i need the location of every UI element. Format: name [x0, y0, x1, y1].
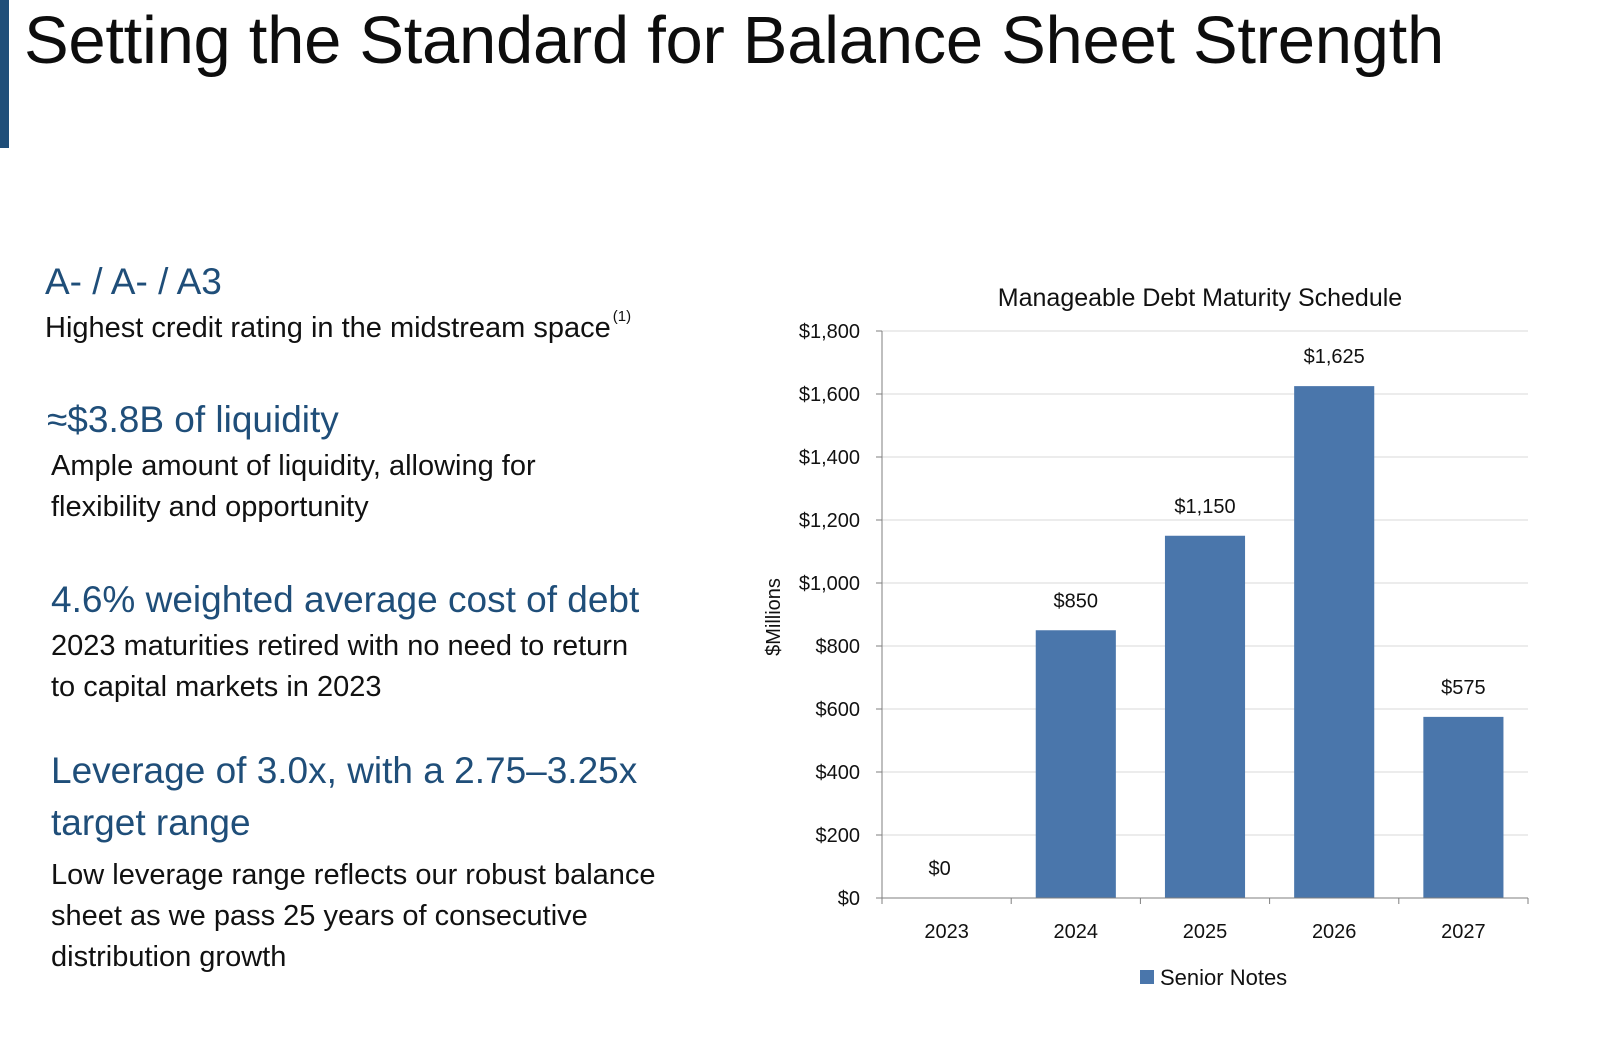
- axes: $0 $200 $400 $600 $800 $1,000 $1,200 $1,400 $1,6…: [799, 321, 1529, 943]
- legend-label: Senior Notes: [1160, 965, 1287, 990]
- highlight-text-line: Ample amount of liquidity, allowing for: [51, 450, 536, 482]
- chart-title: Manageable Debt Maturity Schedule: [998, 284, 1402, 312]
- highlight-text: 2023 maturities retired with no need to …: [51, 626, 639, 708]
- highlight-text-line: flexibility and opportunity: [51, 491, 369, 523]
- y-tick-label: $1,400: [799, 447, 860, 469]
- x-tick-label: 2023: [924, 921, 969, 943]
- bar-2024: [1035, 630, 1116, 898]
- data-label-2026: $1,625: [1304, 346, 1365, 368]
- data-label-2023: $0: [928, 858, 950, 880]
- y-tick-label: $1,200: [799, 510, 860, 532]
- x-tick-label: 2024: [1054, 921, 1099, 943]
- highlight-text-line: 2023 maturities retired with no need to …: [51, 630, 629, 662]
- x-tick-label: 2025: [1183, 921, 1228, 943]
- bar-2026: [1294, 386, 1375, 898]
- highlight-text: Highest credit rating in the midstream s…: [45, 308, 631, 353]
- highlight-text-line: distribution growth: [51, 941, 287, 973]
- highlight-heading: 4.6% weighted average cost of debt: [51, 579, 640, 620]
- x-tick-label: 2026: [1312, 921, 1357, 943]
- data-label-2025: $1,150: [1174, 496, 1235, 518]
- bar-2027: [1423, 716, 1504, 898]
- y-tick-label: $1,600: [799, 384, 860, 406]
- highlight-text-line: sheet as we pass 25 years of consecutive: [51, 900, 588, 932]
- highlight-cost-of-debt: 4.6% weighted average cost of debt 2023 …: [51, 574, 639, 708]
- highlight-text-line: to capital markets in 2023: [51, 671, 382, 703]
- data-label-2027: $575: [1441, 677, 1486, 699]
- highlight-text: Low leverage range reflects our robust b…: [51, 855, 656, 978]
- highlight-text-main: Highest credit rating in the midstream s…: [45, 312, 611, 344]
- highlight-heading-line: Leverage of 3.0x, with a 2.75–3.25x: [51, 750, 638, 791]
- bars: [1035, 386, 1504, 898]
- x-tick-label: 2027: [1441, 921, 1486, 943]
- highlight-liquidity: ≈$3.8B of liquidity Ample amount of liqu…: [47, 394, 536, 528]
- y-tick-label: $400: [816, 762, 861, 784]
- data-labels: $0 $850 $1,150 $1,625 $575: [928, 346, 1485, 880]
- bar-2025: [1164, 535, 1246, 898]
- highlight-credit-rating: A- / A- / A3 Highest credit rating in th…: [45, 256, 631, 353]
- y-tick-label: $600: [816, 699, 861, 721]
- y-tick-label: $1,000: [799, 573, 860, 595]
- legend-swatch: [1140, 970, 1154, 984]
- title-accent-bar: [0, 0, 9, 148]
- legend: Senior Notes: [1140, 965, 1287, 990]
- y-tick-label: $200: [816, 825, 861, 847]
- footnote-marker: (1): [612, 308, 632, 325]
- highlight-text: Ample amount of liquidity, allowing for …: [51, 446, 536, 528]
- y-axis-label: $Millions: [763, 578, 785, 656]
- highlight-heading: ≈$3.8B of liquidity: [47, 399, 339, 440]
- y-tick-label: $1,800: [799, 321, 860, 343]
- y-tick-label: $0: [838, 888, 860, 910]
- y-tick-label: $800: [816, 636, 861, 658]
- slide-title: Setting the Standard for Balance Sheet S…: [24, 3, 1444, 78]
- highlight-heading-line: target range: [51, 802, 251, 843]
- highlight-heading: Leverage of 3.0x, with a 2.75–3.25x targ…: [51, 745, 656, 849]
- highlight-leverage: Leverage of 3.0x, with a 2.75–3.25x targ…: [51, 745, 656, 978]
- data-label-2024: $850: [1054, 590, 1099, 612]
- highlight-text-line: Low leverage range reflects our robust b…: [51, 859, 656, 891]
- highlight-heading: A- / A- / A3: [45, 261, 222, 302]
